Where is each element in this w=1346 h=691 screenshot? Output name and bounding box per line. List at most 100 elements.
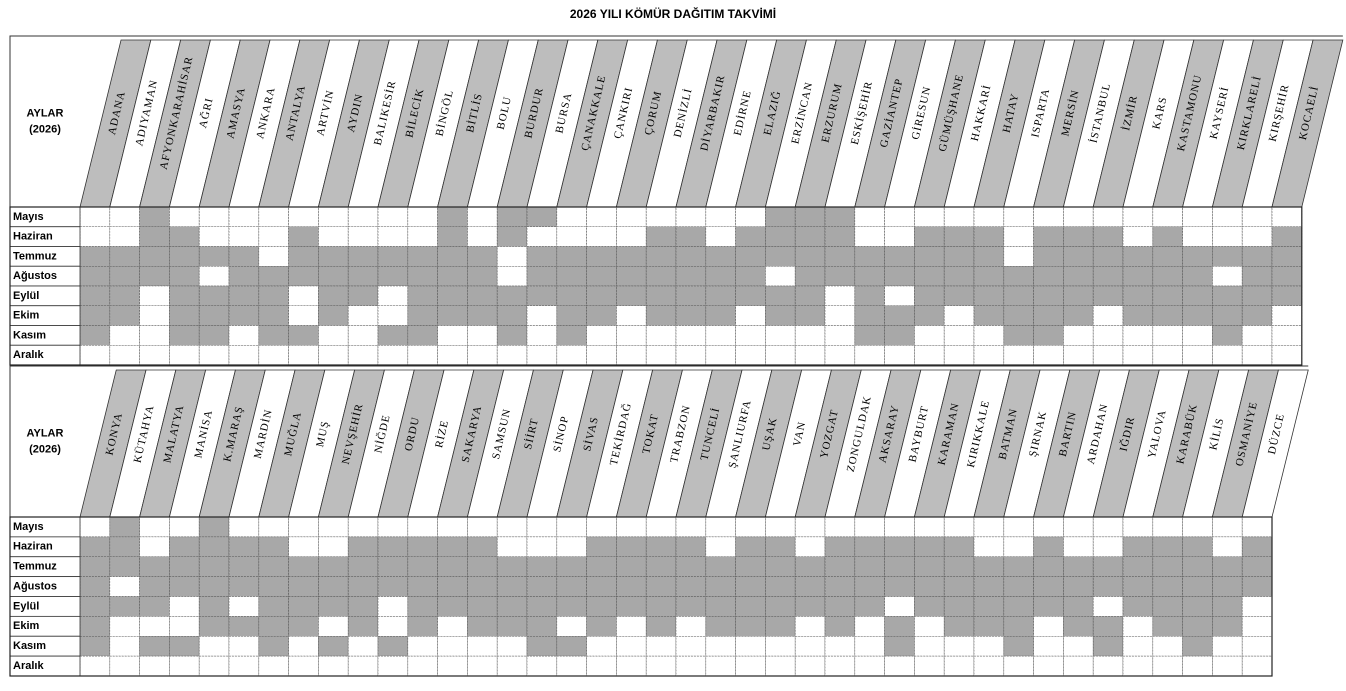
month-cell — [794, 305, 826, 326]
month-cell — [616, 226, 647, 247]
month-cell — [437, 325, 468, 346]
month-cell — [854, 616, 885, 637]
month-cell — [884, 325, 915, 346]
month-cell — [824, 635, 856, 657]
month-cell — [914, 576, 945, 597]
month-cell — [705, 246, 736, 267]
month-cell — [794, 285, 826, 307]
month-cell — [228, 556, 260, 577]
province-name: MUŞ — [314, 419, 332, 448]
month-cell — [854, 285, 885, 307]
month-cell — [705, 344, 736, 366]
month-cell — [765, 265, 796, 287]
month-cell — [109, 265, 140, 287]
month-cell — [586, 325, 617, 346]
month-cell — [467, 616, 498, 637]
month-label: Eylül — [13, 290, 39, 302]
month-cell — [765, 616, 796, 637]
month-cell — [675, 596, 707, 617]
month-cell — [914, 206, 945, 228]
month-cell — [79, 536, 111, 558]
month-cell — [407, 576, 438, 597]
month-cell — [884, 516, 915, 538]
month-cell — [198, 344, 230, 366]
month-cell — [228, 265, 260, 287]
month-cell — [1241, 265, 1273, 287]
month-cell — [377, 655, 409, 677]
month-cell — [288, 305, 319, 326]
month-cell — [1152, 596, 1183, 617]
month-cell — [943, 305, 975, 326]
month-cell — [1182, 635, 1213, 657]
month-cell — [794, 596, 826, 617]
month-label: Ekim — [13, 620, 40, 632]
month-cell — [616, 576, 647, 597]
month-cell — [407, 246, 438, 267]
month-cell — [616, 285, 647, 307]
month-cell — [496, 325, 528, 346]
month-cell — [377, 635, 409, 657]
month-cell — [1033, 536, 1064, 558]
month-cell — [109, 516, 140, 538]
month-cell — [377, 616, 409, 637]
month-cell — [914, 596, 945, 617]
month-cell — [526, 265, 558, 287]
month-cell — [496, 635, 528, 657]
month-cell — [884, 226, 915, 247]
month-cell — [735, 305, 766, 326]
month-cell — [735, 325, 766, 346]
month-cell — [675, 226, 707, 247]
month-cell — [288, 325, 319, 346]
month-cell — [139, 516, 170, 538]
month-cell — [586, 616, 617, 637]
month-cell — [228, 246, 260, 267]
month-cell — [467, 344, 498, 366]
month-cell — [437, 206, 468, 228]
month-cell — [973, 576, 1005, 597]
month-cell — [1063, 325, 1094, 346]
month-cell — [973, 655, 1005, 677]
month-cell — [169, 616, 200, 637]
month-cell — [616, 635, 647, 657]
month-cell — [1152, 635, 1183, 657]
month-cell — [1241, 344, 1273, 366]
month-cell — [1063, 206, 1094, 228]
month-cell — [139, 635, 170, 657]
month-cell — [1182, 246, 1213, 267]
month-cell — [318, 285, 349, 307]
month-cell — [973, 616, 1005, 637]
month-cell — [675, 635, 707, 657]
month-cell — [1063, 305, 1094, 326]
month-cell — [765, 206, 796, 228]
month-cell — [1212, 325, 1243, 346]
month-cell — [884, 305, 915, 326]
aylar-label: AYLAR — [27, 107, 64, 119]
month-cell — [1092, 206, 1124, 228]
month-cell — [1212, 285, 1243, 307]
month-cell — [1271, 344, 1303, 366]
month-cell — [943, 246, 975, 267]
month-cell — [973, 536, 1005, 558]
month-cell — [1152, 246, 1183, 267]
month-cell — [1212, 596, 1243, 617]
month-cell — [109, 344, 140, 366]
month-cell — [526, 536, 558, 558]
month-cell — [1063, 344, 1094, 366]
table-border — [9, 516, 1273, 677]
month-cell — [1003, 226, 1034, 247]
month-cell — [1033, 655, 1064, 677]
month-cell — [735, 556, 766, 577]
month-cell — [645, 226, 677, 247]
month-cell — [1033, 325, 1064, 346]
month-cell — [556, 655, 587, 677]
month-cell — [1092, 344, 1124, 366]
month-cell — [1241, 655, 1273, 677]
month-cell — [1033, 305, 1064, 326]
month-cell — [1063, 596, 1094, 617]
month-cell — [1003, 635, 1034, 657]
month-cell — [169, 596, 200, 617]
month-cell — [645, 616, 677, 637]
month-cell — [1152, 556, 1183, 577]
month-cell — [258, 536, 289, 558]
month-label: Kasım — [13, 640, 46, 652]
